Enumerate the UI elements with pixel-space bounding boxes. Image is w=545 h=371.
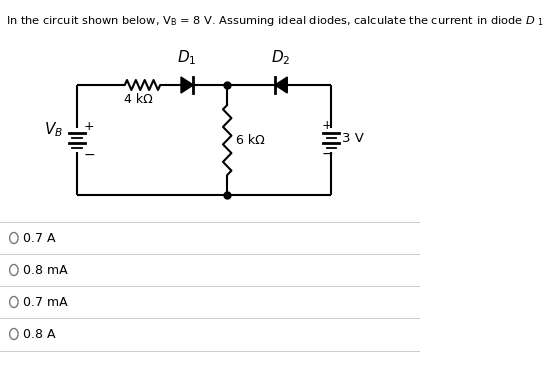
Text: 6 kΩ: 6 kΩ xyxy=(237,134,265,147)
Text: $D_1$: $D_1$ xyxy=(178,48,197,67)
Text: In the circuit shown below, V$_\mathregular{B}$ = 8 V. Assuming ideal diodes, ca: In the circuit shown below, V$_\mathregu… xyxy=(6,14,545,28)
Text: 4 kΩ: 4 kΩ xyxy=(124,93,153,106)
Text: 0.8 mA: 0.8 mA xyxy=(23,263,68,276)
Text: +: + xyxy=(83,119,94,132)
Polygon shape xyxy=(181,77,193,93)
Text: $V_B$: $V_B$ xyxy=(44,121,63,139)
Text: $D_2$: $D_2$ xyxy=(271,48,291,67)
Text: 0.7 mA: 0.7 mA xyxy=(23,295,68,309)
Text: +: + xyxy=(322,118,332,131)
Text: −: − xyxy=(322,147,334,161)
Polygon shape xyxy=(275,77,287,93)
Text: 0.8 A: 0.8 A xyxy=(23,328,56,341)
Text: 0.7 A: 0.7 A xyxy=(23,232,56,244)
Text: −: − xyxy=(83,148,95,162)
Text: 3 V: 3 V xyxy=(342,131,364,144)
